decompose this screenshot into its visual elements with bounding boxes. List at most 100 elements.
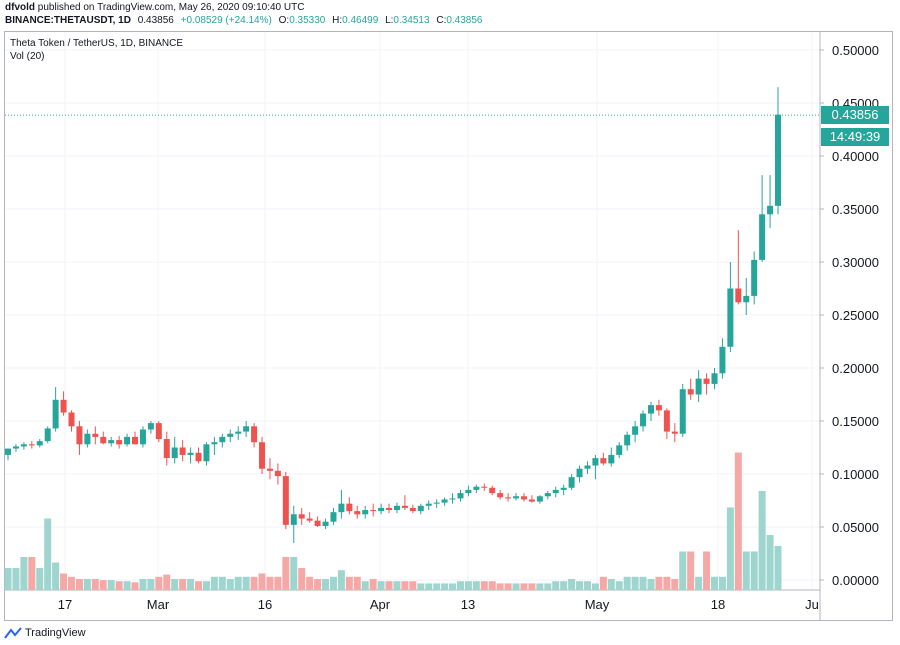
candle-body	[44, 428, 51, 442]
candle-body	[84, 433, 91, 445]
candle-body	[219, 436, 226, 443]
volume-bar	[60, 573, 68, 590]
volume-bar	[655, 576, 663, 590]
candle-body	[298, 514, 305, 519]
candle-body	[520, 496, 527, 500]
candle-body	[132, 436, 139, 445]
publish-info: published on TradingView.com, May 26, 20…	[37, 2, 305, 13]
volume-bar	[607, 579, 615, 590]
candle-body	[290, 514, 297, 525]
candle-body	[568, 477, 575, 488]
candle-body	[449, 498, 456, 500]
x-tick-label: 17	[58, 597, 72, 612]
volume-bar	[234, 576, 242, 590]
candle-body	[544, 493, 551, 497]
candle-body	[552, 489, 559, 494]
publish-line: dfvold published on TradingView.com, May…	[5, 2, 304, 13]
low-label: L:	[385, 15, 394, 26]
volume-bar	[155, 576, 163, 590]
high-label: H:	[332, 15, 343, 26]
candle-body	[489, 487, 496, 494]
volume-bar	[703, 551, 711, 590]
open-value: 0.35330	[289, 15, 326, 26]
candle-body	[481, 486, 488, 488]
footer: TradingView	[4, 625, 86, 641]
candle-body	[417, 505, 424, 512]
volume-bar	[663, 576, 671, 590]
volume-bar	[282, 557, 290, 590]
candle-body	[322, 521, 329, 526]
volume-bar	[202, 581, 210, 590]
candle-body	[330, 512, 337, 522]
candle-body	[671, 431, 678, 434]
candle-body	[36, 441, 43, 446]
candle-body	[179, 447, 186, 455]
volume-bar	[464, 581, 472, 590]
candle-body	[767, 205, 774, 215]
candle-body	[425, 503, 432, 506]
volume-bar	[147, 579, 155, 590]
volume-bar	[583, 581, 591, 590]
volume-bar	[298, 568, 306, 590]
candle-body	[640, 413, 647, 427]
candle-body	[528, 499, 535, 502]
volume-bar	[615, 581, 623, 590]
candle-body	[632, 426, 639, 435]
volume-bar	[266, 576, 274, 590]
volume-bar	[742, 551, 750, 590]
candle-body	[306, 518, 313, 521]
volume-bar	[99, 580, 107, 590]
volume-bar	[195, 581, 203, 590]
volume-bar	[480, 581, 488, 590]
candle-body	[12, 446, 19, 449]
volume-bar	[314, 579, 322, 590]
y-tick-label: 0.05000	[832, 520, 879, 535]
volume-bar	[210, 576, 218, 590]
volume-bar	[107, 580, 115, 590]
candle-body	[687, 389, 694, 395]
volume-bar	[401, 581, 409, 590]
volume-bar	[536, 583, 544, 590]
candle-body	[457, 493, 464, 499]
volume-bar	[28, 557, 36, 590]
chart-frame[interactable]	[4, 31, 893, 621]
candle-body	[505, 497, 512, 499]
candle-body	[663, 410, 670, 432]
candle-body	[497, 493, 504, 498]
volume-bar	[568, 579, 576, 590]
candle-body	[282, 476, 289, 525]
candle-body	[465, 489, 472, 494]
candle-body	[346, 503, 353, 512]
volume-bar	[520, 583, 528, 590]
y-tick-label: 0.20000	[832, 361, 879, 376]
volume-bar	[433, 583, 441, 590]
candle-body	[393, 505, 400, 511]
candle-body	[354, 511, 361, 515]
open-label: O:	[278, 15, 290, 26]
tradingview-logo-icon[interactable]	[4, 627, 22, 639]
high-value: 0.46499	[342, 15, 379, 26]
volume-bar	[20, 557, 28, 590]
candle-body	[227, 433, 234, 437]
author-name[interactable]: dfvold	[5, 2, 35, 13]
volume-bar	[242, 576, 250, 590]
candle-body	[759, 214, 766, 260]
volume-bar	[647, 579, 655, 590]
volume-indicator-label[interactable]: Vol (20)	[10, 51, 45, 62]
volume-bar	[552, 581, 560, 590]
volume-bar	[353, 576, 361, 590]
candle-body	[139, 429, 146, 445]
brand-name[interactable]: TradingView	[25, 627, 86, 639]
volume-bar	[139, 579, 147, 590]
candle-body	[711, 373, 718, 384]
volume-bar	[393, 581, 401, 590]
volume-bar	[171, 579, 179, 590]
candle-body	[68, 412, 75, 427]
candle-body	[195, 452, 202, 462]
candle-body	[108, 440, 115, 444]
y-tick-label: 0.25000	[832, 308, 879, 323]
candle-body	[76, 426, 83, 445]
candle-body	[592, 458, 599, 466]
volume-bar	[488, 581, 496, 590]
